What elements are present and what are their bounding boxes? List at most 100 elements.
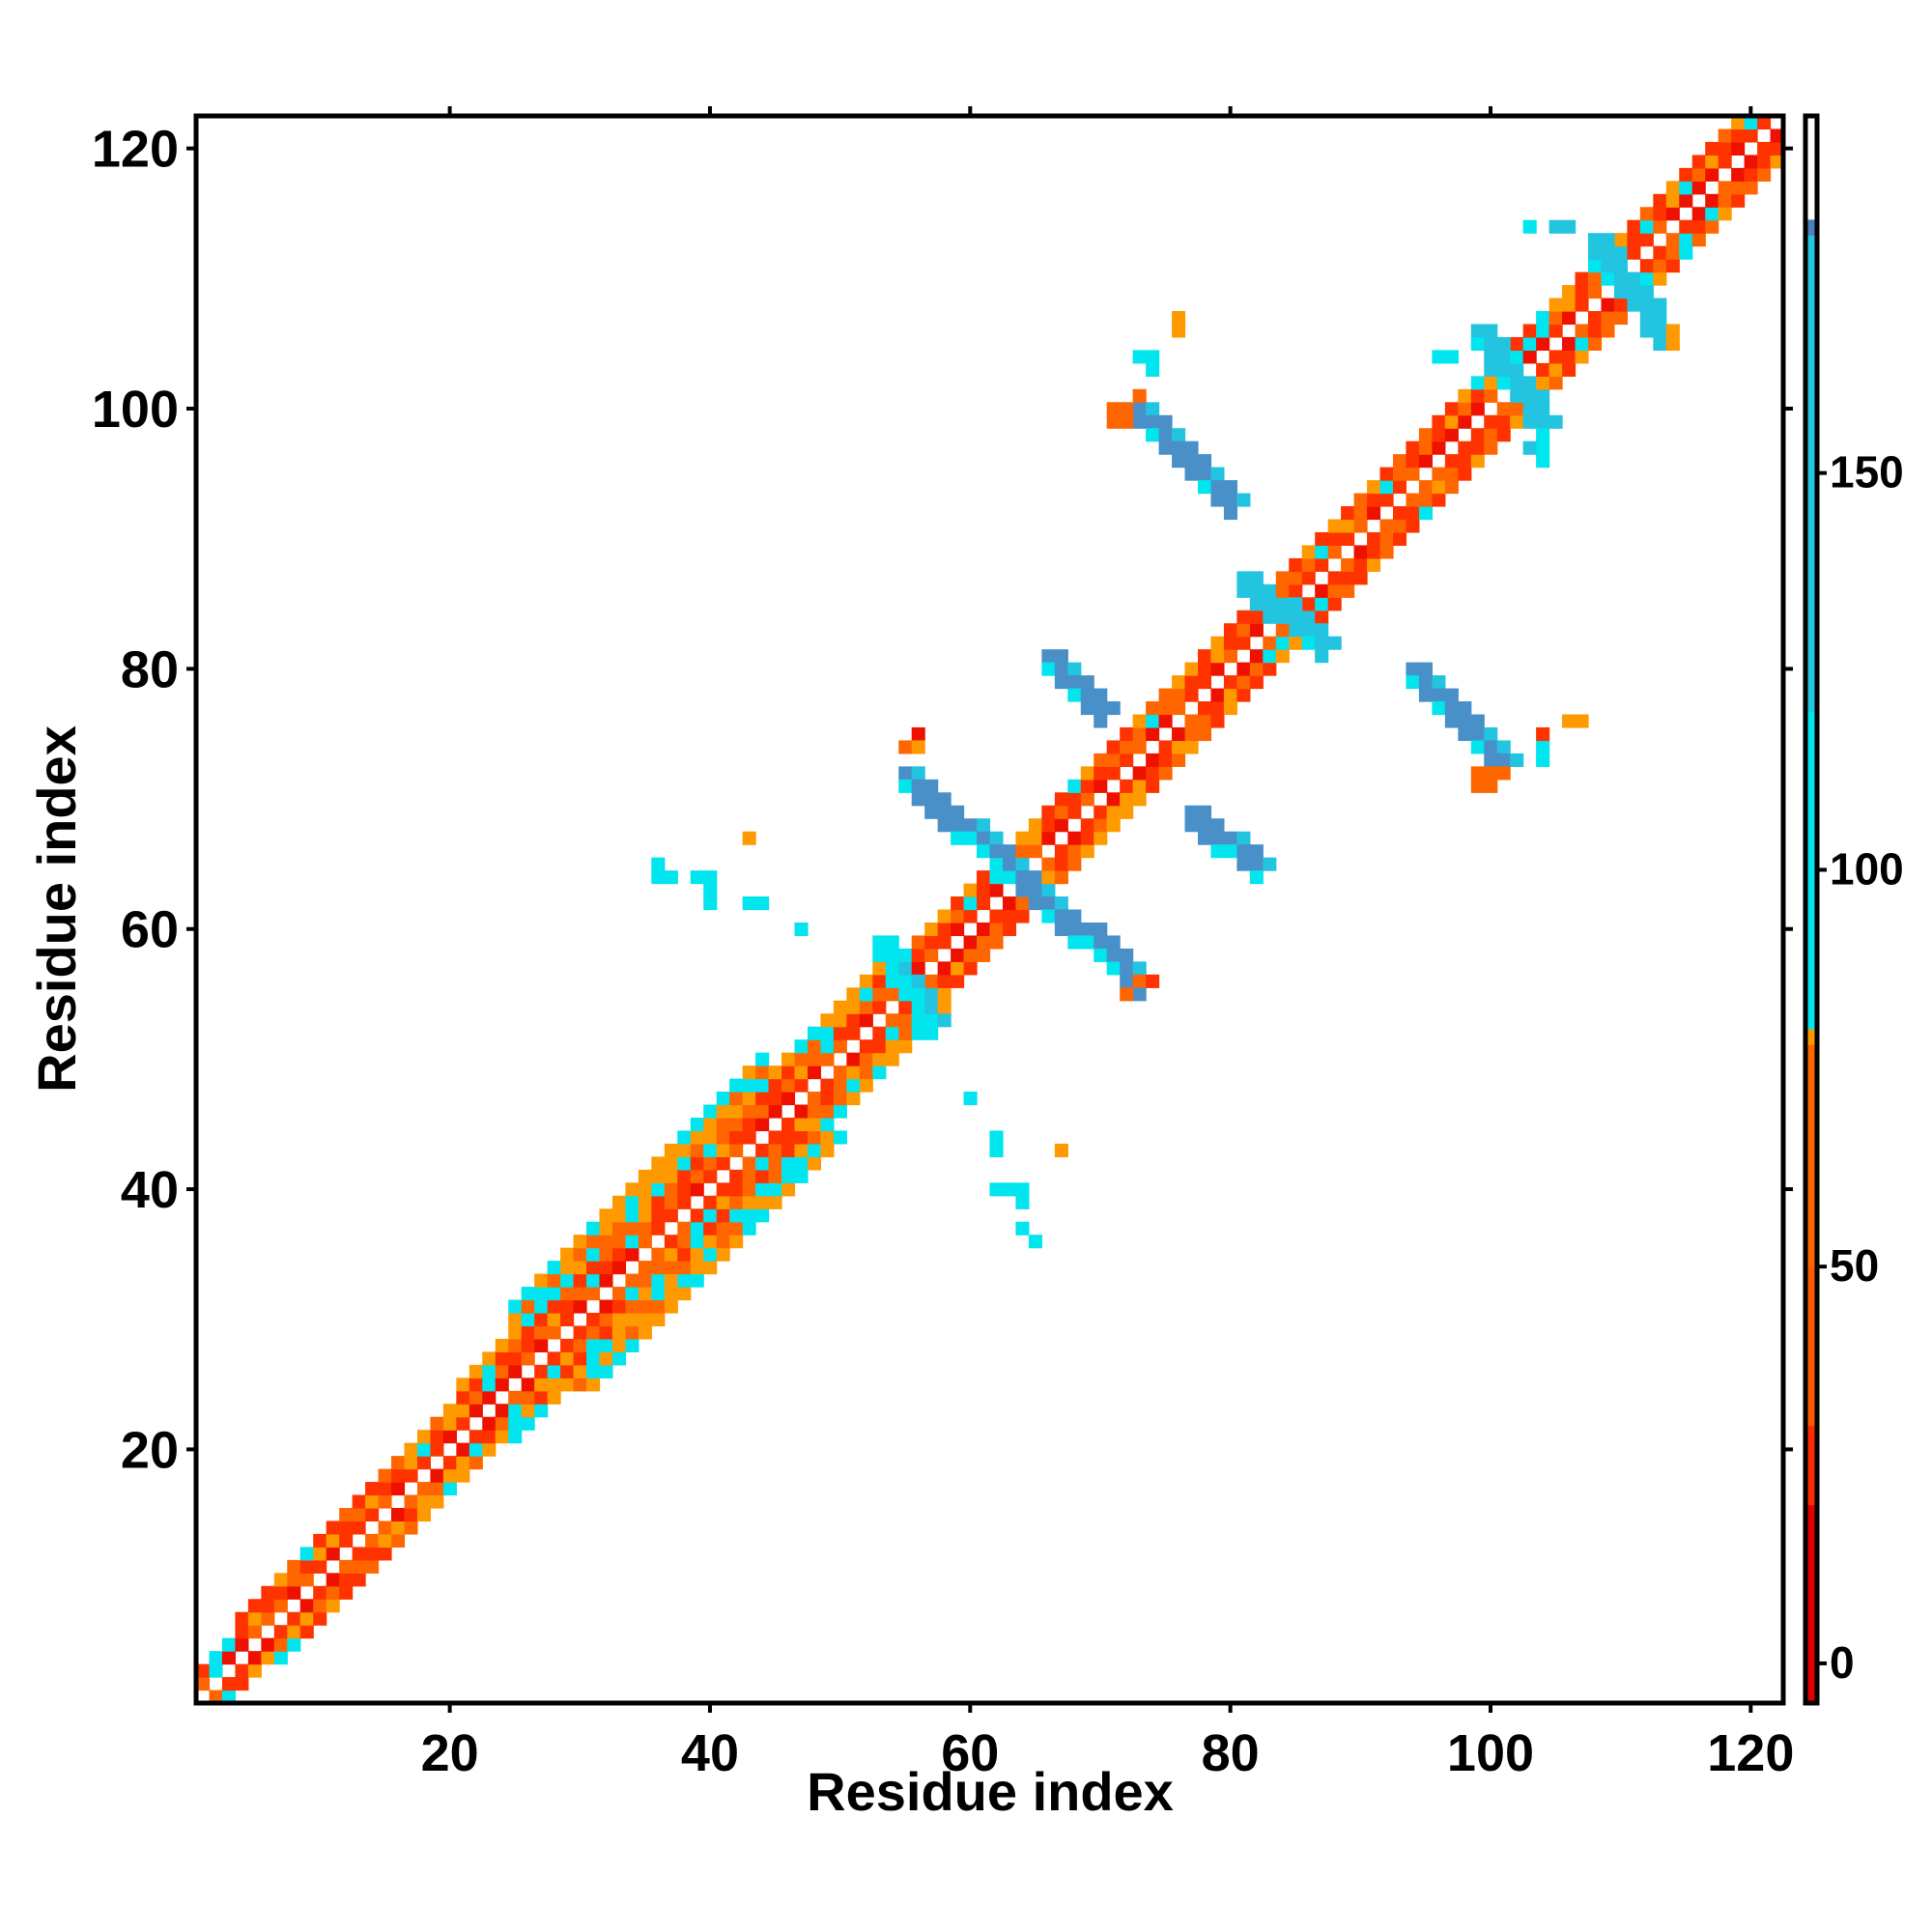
heatmap-cell <box>1236 571 1251 585</box>
heatmap-cell <box>1080 792 1094 807</box>
heatmap-cell <box>1458 440 1472 455</box>
heatmap-cell <box>638 1273 652 1288</box>
heatmap-cell <box>1575 298 1589 312</box>
heatmap-cell <box>833 1104 847 1119</box>
heatmap-cell <box>391 1482 406 1496</box>
heatmap-cell <box>1132 714 1147 728</box>
heatmap-cell <box>1731 128 1746 143</box>
heatmap-cell <box>1054 922 1068 937</box>
heatmap-cell <box>1094 753 1108 767</box>
heatmap-cell <box>521 1390 535 1405</box>
heatmap-cell <box>430 1442 444 1457</box>
heatmap-cell <box>586 1221 601 1236</box>
heatmap-cell <box>1510 753 1524 767</box>
heatmap-cell <box>1146 362 1160 377</box>
heatmap-cell <box>1236 636 1251 650</box>
heatmap-cell <box>833 1039 847 1054</box>
heatmap-cell <box>885 1026 899 1040</box>
heatmap-cell <box>391 1507 406 1522</box>
heatmap-cell <box>833 1078 847 1093</box>
heatmap-cell <box>1432 467 1446 481</box>
heatmap-cell <box>1601 259 1615 273</box>
heatmap-cell <box>1210 636 1225 650</box>
heatmap-cell <box>716 1221 730 1236</box>
heatmap-cell <box>1197 726 1212 742</box>
heatmap-cell <box>911 961 925 976</box>
heatmap-cell <box>1236 623 1251 638</box>
heatmap-cell <box>1249 844 1264 859</box>
heatmap-cell <box>885 1039 899 1054</box>
heatmap-cell <box>261 1585 275 1600</box>
heatmap-cell <box>898 961 913 976</box>
heatmap-cell <box>1587 285 1603 299</box>
heatmap-cell <box>989 857 1004 871</box>
heatmap-cell <box>326 1547 340 1561</box>
heatmap-cell <box>1054 870 1068 885</box>
heatmap-cell <box>1067 909 1082 923</box>
heatmap-cell <box>495 1338 509 1352</box>
heatmap-cell <box>1679 167 1693 182</box>
heatmap-cell <box>586 1364 601 1378</box>
heatmap-cell <box>846 1065 861 1080</box>
heatmap-cell <box>560 1338 575 1352</box>
heatmap-cell <box>794 1130 809 1145</box>
heatmap-cell <box>1275 571 1290 585</box>
heatmap-cell <box>716 1117 730 1132</box>
heatmap-cell <box>560 1247 575 1262</box>
heatmap-cell <box>1315 557 1329 572</box>
heatmap-cell <box>1665 336 1680 352</box>
heatmap-cell <box>677 1261 692 1275</box>
heatmap-cell <box>911 935 925 950</box>
heatmap-cell <box>1146 714 1160 728</box>
heatmap-cell <box>1028 896 1042 911</box>
heatmap-cell <box>365 1482 380 1496</box>
heatmap-cell <box>1067 805 1082 819</box>
heatmap-cell <box>989 844 1004 859</box>
heatmap-cell <box>1444 402 1459 416</box>
heatmap-cell <box>1458 701 1472 716</box>
heatmap-cell <box>560 1299 575 1314</box>
heatmap-cell <box>1353 506 1368 521</box>
heatmap-cell <box>1627 245 1641 260</box>
heatmap-cell <box>508 1404 523 1418</box>
heatmap-cell <box>1731 141 1746 156</box>
heatmap-cell <box>1015 857 1030 871</box>
heatmap-cell <box>625 1312 639 1327</box>
heatmap-cell <box>716 1247 730 1262</box>
heatmap-cell <box>1418 662 1433 676</box>
heatmap-cell <box>261 1611 275 1626</box>
heatmap-cell <box>690 1208 704 1223</box>
heatmap-cell <box>599 1351 613 1366</box>
heatmap-cell <box>1172 440 1186 455</box>
heatmap-cell <box>1744 155 1758 169</box>
heatmap-cell <box>1705 167 1719 182</box>
heatmap-cell <box>885 987 899 1002</box>
heatmap-cell <box>755 1143 770 1157</box>
heatmap-cell <box>482 1390 497 1405</box>
heatmap-cell <box>924 974 939 988</box>
heatmap-cell <box>1184 454 1199 469</box>
heatmap-cell <box>924 805 939 819</box>
heatmap-cell <box>1444 480 1459 495</box>
heatmap-cell <box>872 935 887 950</box>
heatmap-cell <box>1639 324 1654 338</box>
heatmap-cell <box>1392 480 1407 495</box>
heatmap-cell <box>287 1585 301 1600</box>
heatmap-cell <box>703 1208 718 1223</box>
heatmap-cell <box>611 1287 627 1301</box>
heatmap-cell <box>859 1000 873 1014</box>
heatmap-cell <box>1172 311 1186 326</box>
heatmap-cell <box>508 1351 523 1366</box>
heatmap-cell <box>547 1299 561 1314</box>
heatmap-cell <box>1197 454 1212 469</box>
heatmap-cell <box>1367 531 1381 547</box>
heatmap-cell <box>573 1338 587 1352</box>
heatmap-cell <box>456 1404 470 1418</box>
heatmap-cell <box>442 1468 457 1483</box>
heatmap-cell <box>534 1273 549 1288</box>
heatmap-cell <box>508 1416 523 1431</box>
heatmap-cell <box>1197 480 1212 495</box>
heatmap-cell <box>1184 726 1199 742</box>
heatmap-cell <box>1315 636 1329 650</box>
x-tick-label: 20 <box>421 1724 479 1782</box>
